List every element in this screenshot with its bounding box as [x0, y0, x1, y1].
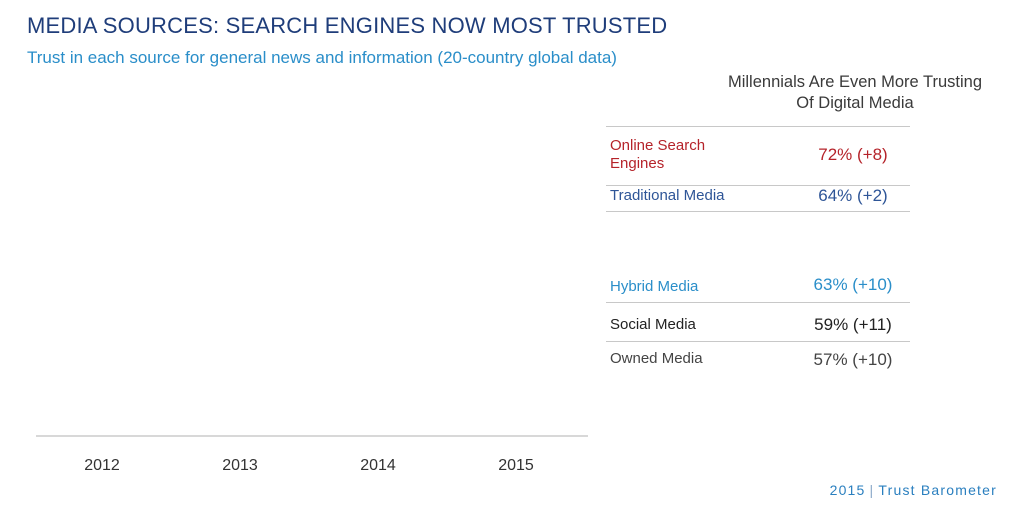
millennials-row-value: 63% (+10) [813, 275, 893, 294]
footer-year: 2015 [829, 482, 866, 498]
footer-brand-name: Trust Barometer [878, 482, 997, 498]
footer-separator: | [869, 482, 875, 498]
chart-subtitle: Trust in each source for general news an… [27, 48, 617, 67]
trust-line-chart: 201220132014201567%63%65%62%62%60%63%64%… [36, 435, 588, 474]
x-tick-label: 2013 [222, 457, 258, 474]
millennials-row-label: Owned Media [610, 350, 703, 367]
millennials-row-value: 64% (+2) [818, 186, 888, 205]
millennials-row-value: 57% (+10) [813, 350, 893, 369]
millennials-row-label: Hybrid Media [610, 278, 699, 295]
millennials-row-owned: Owned Media 57% (+10) [606, 341, 910, 374]
millennials-row-label: Online Search Engines [610, 137, 706, 172]
millennials-row-label: Traditional Media [610, 187, 725, 204]
millennials-row-traditional: Traditional Media 64% (+2) [606, 184, 910, 212]
footer-brand: 2015 | Trust Barometer [830, 482, 997, 498]
millennials-row-value: 59% (+11) [814, 315, 892, 334]
millennials-row-hybrid: Hybrid Media 63% (+10) [606, 270, 910, 303]
millennials-row-social: Social Media 59% (+11) [606, 302, 910, 342]
x-tick-label: 2014 [360, 457, 396, 474]
x-tick-label: 2012 [84, 457, 120, 474]
millennials-row-value: 72% (+8) [818, 145, 888, 164]
chart-title: MEDIA SOURCES: SEARCH ENGINES NOW MOST T… [27, 13, 668, 38]
millennials-row-online-search: Online Search Engines 72% (+8) [606, 126, 910, 186]
millennials-header: Millennials Are Even More Trusting Of Di… [727, 73, 983, 112]
millennials-row-label: Social Media [610, 316, 696, 333]
x-tick-label: 2015 [498, 457, 534, 474]
